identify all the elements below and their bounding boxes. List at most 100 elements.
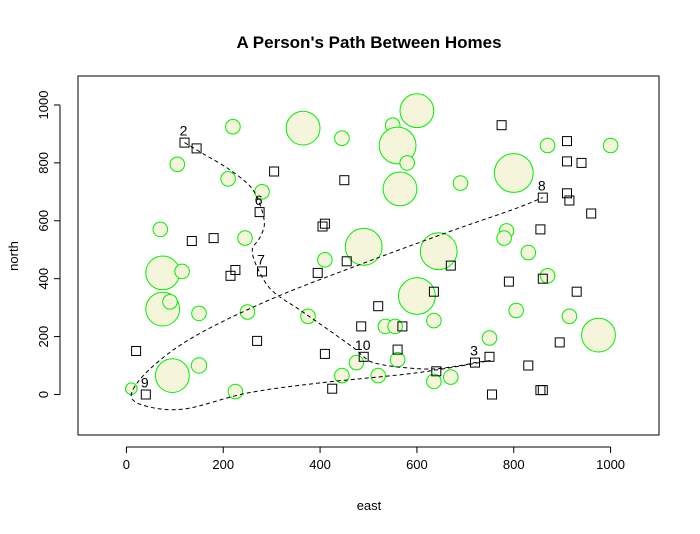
home-circle	[399, 93, 435, 129]
x-tick-label: 0	[123, 457, 130, 472]
x-tick-label: 600	[406, 457, 428, 472]
home-circle	[162, 294, 178, 310]
home-circle	[452, 175, 469, 191]
home-square	[503, 276, 514, 287]
home-square	[392, 344, 403, 355]
home-square	[356, 321, 367, 332]
home-circle	[561, 308, 578, 325]
home-circle	[174, 263, 190, 280]
x-tick-label: 1000	[596, 457, 625, 472]
home-square	[230, 265, 241, 275]
home-square	[319, 218, 330, 229]
x-tick-label: 400	[309, 457, 331, 472]
home-square	[257, 266, 267, 277]
home-circle	[481, 330, 498, 346]
home-circle	[169, 156, 186, 173]
home-circle	[227, 383, 244, 400]
home-circle	[225, 118, 241, 135]
home-square	[537, 192, 548, 203]
home-circle	[399, 155, 416, 171]
home-square	[397, 321, 408, 332]
x-axis-label: east	[357, 498, 382, 513]
home-square	[208, 233, 219, 244]
x-tick-label: 200	[212, 457, 234, 472]
home-circle	[220, 171, 236, 187]
home-square	[562, 136, 572, 147]
home-circle	[378, 126, 417, 165]
path-point-label: 8	[538, 178, 546, 194]
path-point-label: 9	[141, 375, 149, 391]
path-point-label: 3	[470, 343, 478, 359]
home-square	[535, 224, 546, 235]
home-circle	[348, 354, 365, 371]
home-circle	[191, 305, 207, 322]
home-circle	[602, 137, 619, 154]
home-circle	[344, 227, 383, 266]
y-tick-label: 600	[36, 210, 51, 232]
home-square	[496, 120, 507, 131]
home-circle	[285, 110, 321, 146]
path-point-label: 2	[180, 123, 188, 139]
y-tick-label: 800	[36, 152, 51, 174]
home-square	[191, 143, 202, 154]
home-square	[562, 188, 572, 199]
home-circle	[443, 369, 459, 385]
home-circle	[426, 312, 442, 329]
home-square	[252, 335, 263, 346]
home-circle	[520, 244, 537, 261]
home-square	[562, 156, 572, 167]
chart-title: A Person's Path Between Homes	[236, 33, 501, 52]
home-square	[319, 348, 330, 359]
path-point-label: 6	[255, 192, 263, 208]
home-circle	[387, 318, 403, 335]
home-square	[269, 166, 280, 177]
home-square	[339, 175, 350, 186]
home-square	[327, 383, 338, 394]
home-circle	[239, 304, 256, 320]
home-circle	[317, 251, 333, 268]
home-circle	[190, 357, 208, 374]
home-square	[312, 267, 323, 278]
home-square	[373, 301, 384, 312]
home-square	[537, 385, 548, 396]
home-square	[537, 273, 548, 284]
plot-area: 2 6 7 10 3 8 9	[125, 93, 619, 411]
home-circle	[152, 221, 169, 238]
home-square	[254, 207, 265, 218]
home-circle	[334, 130, 350, 146]
home-circle	[370, 367, 387, 384]
home-circle	[237, 230, 253, 246]
home-square	[523, 360, 534, 371]
y-tick-label: 1000	[36, 91, 51, 120]
home-circle	[155, 358, 190, 394]
home-circle	[300, 308, 316, 325]
home-square	[586, 208, 597, 219]
y-tick-label: 0	[36, 391, 51, 398]
home-square	[179, 137, 190, 148]
home-square	[535, 385, 546, 396]
home-square	[484, 351, 495, 362]
home-square	[564, 195, 575, 206]
home-square	[428, 286, 439, 297]
home-square	[571, 286, 582, 297]
home-circle	[539, 137, 556, 154]
home-square	[576, 157, 587, 168]
person-path	[130, 142, 543, 411]
y-tick-label: 200	[36, 326, 51, 348]
y-axis-label: north	[6, 241, 21, 271]
home-square	[131, 346, 142, 356]
home-circle	[581, 317, 616, 353]
home-square	[358, 351, 369, 362]
home-square	[554, 337, 565, 348]
y-tick-label: 400	[36, 268, 51, 290]
home-circle	[426, 373, 442, 390]
home-square	[445, 260, 456, 271]
home-square	[140, 389, 151, 400]
plot-frame	[77, 75, 660, 436]
home-circle	[334, 367, 350, 384]
home-circle	[382, 171, 418, 207]
x-tick-label: 800	[503, 457, 525, 472]
home-circle	[419, 232, 458, 271]
home-square	[431, 366, 442, 377]
